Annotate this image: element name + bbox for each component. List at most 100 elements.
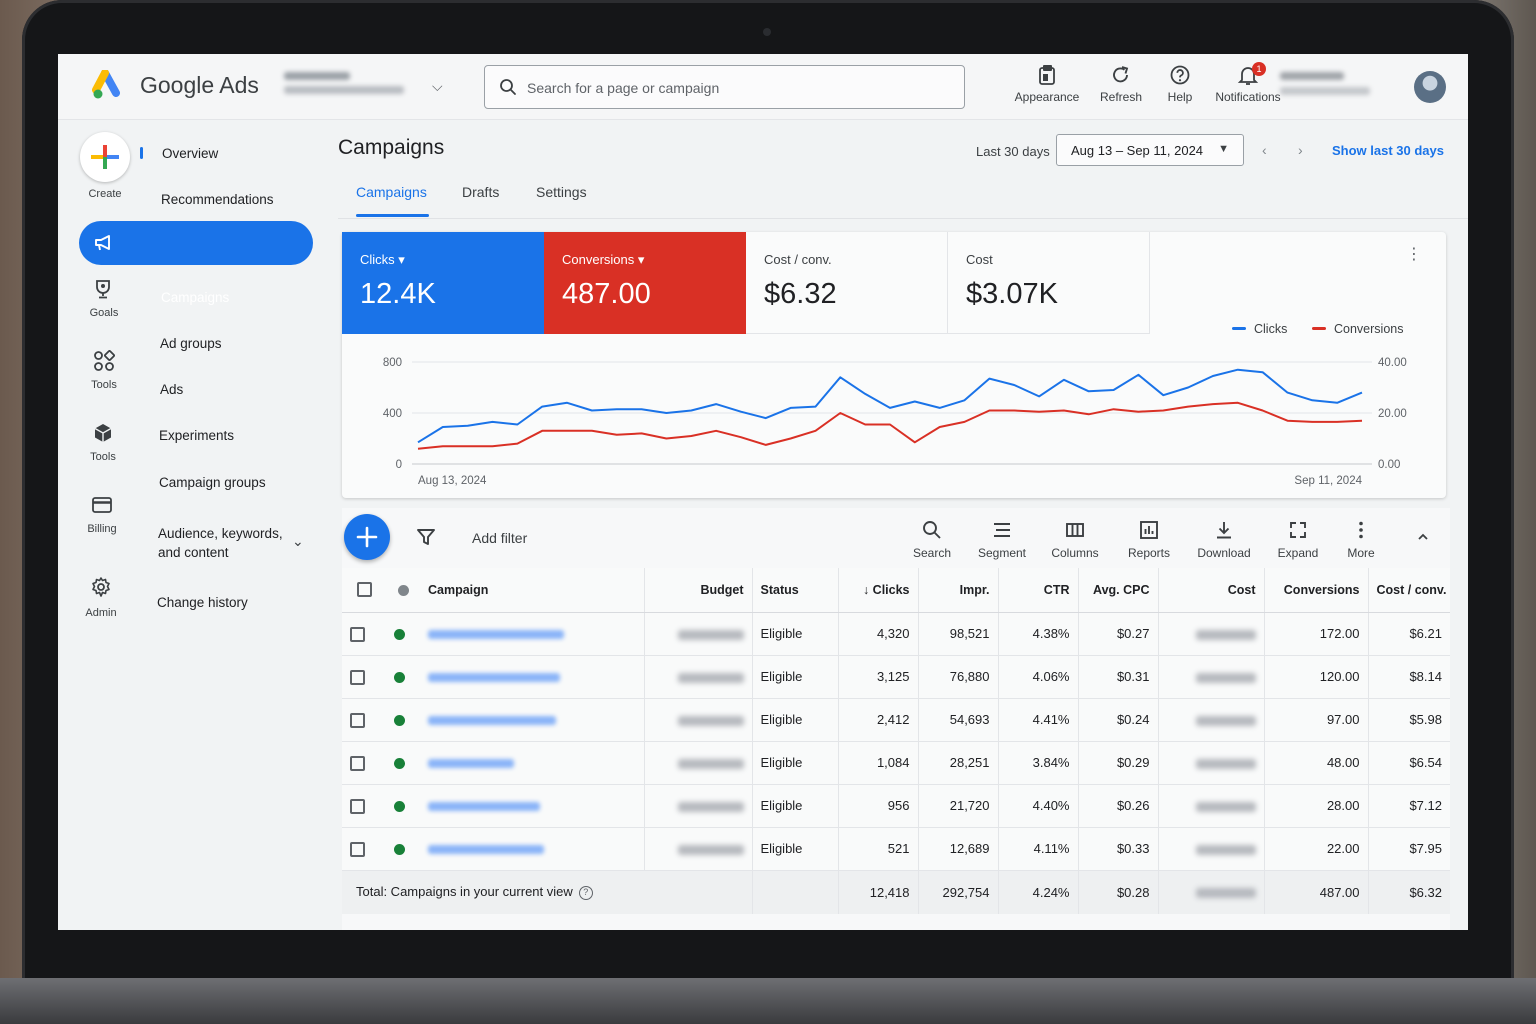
- download-icon: [1217, 522, 1231, 539]
- page-title: Campaigns: [338, 136, 445, 159]
- metric-cost-value: $3.07K: [966, 278, 1058, 310]
- gear-icon[interactable]: [90, 576, 112, 598]
- row-checkbox[interactable]: [342, 655, 386, 699]
- nav-item-campaigns[interactable]: [79, 221, 313, 265]
- col-ctr[interactable]: CTR: [998, 568, 1079, 613]
- search-box[interactable]: [484, 65, 965, 109]
- search-icon: [923, 521, 941, 539]
- campaign-name-link[interactable]: [420, 655, 645, 699]
- tools-label: Tools: [91, 379, 117, 391]
- campaign-name-link[interactable]: [420, 741, 645, 785]
- reports-button[interactable]: Reports: [1124, 520, 1174, 560]
- tab-campaigns[interactable]: Campaigns: [356, 184, 427, 200]
- row-checkbox[interactable]: [342, 827, 386, 871]
- col-status[interactable]: Status: [752, 568, 839, 613]
- col-avg-cpc[interactable]: Avg. CPC: [1078, 568, 1159, 613]
- table-row[interactable]: Eligible 1,084 28,251 3.84% $0.29 48.00 …: [342, 741, 1450, 785]
- filter-icon[interactable]: [416, 528, 436, 546]
- row-checkbox[interactable]: [342, 698, 386, 742]
- columns-button[interactable]: Columns: [1048, 520, 1102, 560]
- download-label: Download: [1197, 546, 1251, 560]
- metric-cost-per-conv[interactable]: Cost / conv. $6.32: [746, 232, 948, 334]
- notifications-button[interactable]: Notifications 1: [1212, 62, 1284, 104]
- row-checkbox[interactable]: [342, 612, 386, 656]
- clicks-cell: 521: [838, 827, 919, 871]
- metric-cost[interactable]: Cost $3.07K: [948, 232, 1150, 334]
- add-campaign-button[interactable]: [344, 514, 390, 560]
- megaphone-icon: [95, 235, 110, 251]
- appearance-button[interactable]: Appearance: [1012, 64, 1082, 104]
- metric-conversions[interactable]: Conversions ▾ 487.00: [544, 232, 746, 334]
- metric-conversions-label: Conversions ▾: [562, 252, 645, 267]
- col-budget[interactable]: Budget: [644, 568, 753, 613]
- segment-button[interactable]: Segment: [974, 520, 1030, 560]
- row-checkbox[interactable]: [342, 741, 386, 785]
- account-selector[interactable]: [284, 72, 412, 100]
- total-label: Total: Campaigns in your current view: [356, 884, 573, 900]
- col-conversions[interactable]: Conversions: [1264, 568, 1369, 613]
- date-range-label: Last 30 days: [976, 144, 1050, 159]
- metric-clicks[interactable]: Clicks ▾ 12.4K: [342, 232, 544, 334]
- nav-item-campaign-groups[interactable]: Campaign groups: [159, 475, 266, 490]
- create-button[interactable]: [80, 132, 130, 182]
- more-button[interactable]: More: [1342, 520, 1380, 560]
- tab-drafts[interactable]: Drafts: [462, 184, 500, 200]
- col-campaign[interactable]: Campaign: [420, 568, 645, 613]
- chevron-up-icon[interactable]: [1416, 530, 1430, 544]
- table-row[interactable]: Eligible 956 21,720 4.40% $0.26 28.00 $7…: [342, 784, 1450, 828]
- chevron-left-icon[interactable]: ‹: [1262, 142, 1267, 158]
- billing-icon[interactable]: [91, 494, 113, 516]
- table-row[interactable]: Eligible 2,412 54,693 4.41% $0.24 97.00 …: [342, 698, 1450, 742]
- nav-item-ad-groups[interactable]: Ad groups: [160, 336, 222, 351]
- trophy-icon[interactable]: [92, 278, 114, 300]
- performance-line-chart: 800 400 0 40.00 20.00 0.00 Aug 13, 2024 Sep 11,…: [383, 357, 1407, 487]
- table-row[interactable]: Eligible 4,320 98,521 4.38% $0.27 172.00…: [342, 612, 1450, 656]
- clicks-cell: 1,084: [838, 741, 919, 785]
- nav-item-change-history[interactable]: Change history: [157, 595, 248, 610]
- status-cell: Eligible: [752, 655, 839, 699]
- date-range-select[interactable]: Aug 13 – Sep 11, 2024 ▼: [1056, 134, 1244, 166]
- download-button[interactable]: Download: [1194, 520, 1254, 560]
- reports-icon: [1140, 521, 1158, 539]
- chevron-down-icon[interactable]: ⌵: [432, 78, 443, 94]
- nav-item-recommendations[interactable]: Recommendations: [161, 192, 274, 207]
- table-row[interactable]: Eligible 3,125 76,880 4.06% $0.31 120.00…: [342, 655, 1450, 699]
- cost-per-conv-cell: $7.95: [1368, 827, 1450, 871]
- more-vert-icon[interactable]: ⋮: [1406, 246, 1422, 263]
- nav-item-ads[interactable]: Ads: [160, 382, 184, 397]
- chevron-down-icon[interactable]: ⌄: [292, 533, 304, 549]
- help-icon[interactable]: ?: [578, 886, 593, 901]
- nav-item-audience[interactable]: Audience, keywords, and content: [158, 526, 283, 560]
- tab-settings[interactable]: Settings: [536, 184, 587, 200]
- nav-item-experiments[interactable]: Experiments: [159, 428, 235, 443]
- search-tool-button[interactable]: Search: [912, 520, 952, 560]
- select-all-checkbox[interactable]: [342, 568, 386, 613]
- table-row[interactable]: Eligible 521 12,689 4.11% $0.33 22.00 $7…: [342, 827, 1450, 871]
- search-input[interactable]: [527, 76, 947, 100]
- campaign-name-link[interactable]: [420, 784, 645, 828]
- show-last-30-days-link[interactable]: Show last 30 days: [1332, 143, 1444, 158]
- campaign-name-link[interactable]: [420, 698, 645, 742]
- campaign-name-link[interactable]: [420, 612, 645, 656]
- nav-item-overview[interactable]: Overview: [162, 146, 219, 161]
- add-filter-button[interactable]: Add filter: [472, 530, 528, 546]
- row-checkbox[interactable]: [342, 784, 386, 828]
- tools-cube-icon[interactable]: [92, 422, 114, 444]
- chevron-right-icon[interactable]: ›: [1298, 142, 1303, 158]
- cost-per-conv-cell: $8.14: [1368, 655, 1450, 699]
- col-cost-per-conv[interactable]: Cost / conv.: [1368, 568, 1450, 613]
- col-clicks[interactable]: ↓ Clicks: [838, 568, 919, 613]
- col-cost[interactable]: Cost: [1158, 568, 1265, 613]
- help-button[interactable]: Help: [1160, 64, 1200, 104]
- col-impr[interactable]: Impr.: [918, 568, 999, 613]
- refresh-button[interactable]: Refresh: [1096, 64, 1146, 104]
- notifications-label: Notifications: [1215, 90, 1281, 104]
- avatar[interactable]: [1414, 71, 1446, 103]
- right-axis-tick: 20.00: [1378, 408, 1407, 420]
- tools-icon[interactable]: [93, 350, 115, 372]
- help-label: Help: [1167, 90, 1193, 104]
- expand-button[interactable]: Expand: [1276, 520, 1320, 560]
- conversions-cell: 120.00: [1264, 655, 1369, 699]
- campaign-name-link[interactable]: [420, 827, 645, 871]
- plus-icon: [91, 145, 119, 169]
